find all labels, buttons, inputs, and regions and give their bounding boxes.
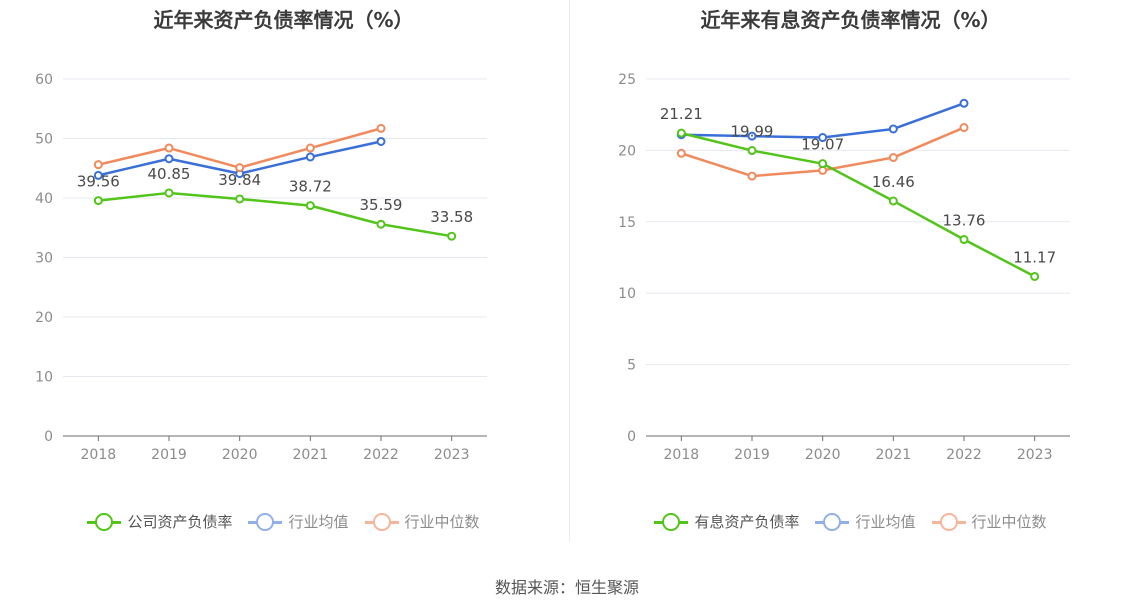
data-source-note: 数据来源：恒生聚源	[494, 578, 639, 597]
data-label: 21.21	[660, 105, 703, 123]
y-tick-label: 10	[35, 370, 53, 386]
y-tick-label: 20	[35, 310, 53, 326]
data-point	[305, 152, 315, 162]
legend-item[interactable]: 公司资产负债率	[87, 511, 232, 532]
data-point	[1030, 271, 1040, 281]
y-tick-label: 10	[618, 286, 636, 302]
y-tick-label: 20	[618, 143, 636, 159]
data-label: 39.56	[77, 173, 120, 191]
legend-label: 行业均值	[288, 513, 349, 531]
data-label: 13.76	[943, 212, 986, 230]
data-point	[959, 235, 969, 245]
data-point	[888, 196, 898, 206]
legend-label: 行业中位数	[971, 513, 1047, 531]
data-point	[305, 143, 315, 153]
y-tick-label: 40	[35, 191, 53, 207]
x-tick-label: 2018	[664, 447, 700, 463]
legend-item[interactable]: 行业均值	[248, 511, 349, 532]
data-point	[93, 160, 103, 170]
data-point	[164, 154, 174, 164]
data-point	[959, 98, 969, 108]
legend-marker-icon	[248, 512, 283, 531]
data-point	[235, 194, 245, 204]
legend-item[interactable]: 行业中位数	[931, 511, 1047, 532]
data-point	[747, 131, 757, 141]
y-tick-label: 0	[44, 429, 53, 445]
data-label: 19.99	[731, 123, 774, 141]
x-tick-label: 2022	[946, 447, 982, 463]
data-label: 35.59	[360, 196, 403, 214]
data-point	[164, 188, 174, 198]
legend-marker-icon	[931, 512, 966, 531]
data-label: 40.85	[148, 165, 191, 183]
legend-marker-icon	[87, 512, 122, 531]
data-point	[376, 123, 386, 133]
legend-label: 行业中位数	[404, 513, 480, 531]
data-point	[818, 133, 828, 143]
data-point	[447, 231, 457, 241]
data-label: 39.84	[218, 171, 261, 189]
chart-panel-interest-bearing-debt-ratio: 近年来有息资产负债率情况（%） 0 5 10 15 20 25 2018 2019 2020 20…	[567, 0, 1134, 560]
panel-divider	[569, 0, 570, 542]
x-tick-label: 2023	[1017, 447, 1053, 463]
legend-item[interactable]: 有息资产负债率	[654, 511, 799, 532]
data-point	[959, 123, 969, 133]
data-point	[747, 146, 757, 156]
x-tick-label: 2020	[805, 447, 841, 463]
chart-legend: 公司资产负债率 行业均值 行业中位数	[0, 511, 567, 532]
data-label: 16.46	[872, 173, 915, 191]
y-tick-label: 60	[35, 72, 53, 88]
data-point	[818, 159, 828, 169]
chart-title: 近年来资产负债率情况（%）	[153, 8, 414, 32]
legend-marker-icon	[815, 512, 850, 531]
legend-item[interactable]: 行业均值	[815, 511, 916, 532]
legend-marker-icon	[654, 512, 689, 531]
data-point	[93, 170, 103, 180]
data-point	[888, 124, 898, 134]
series-line	[681, 102, 965, 139]
x-tick-label: 2019	[734, 447, 770, 463]
y-tick-label: 25	[618, 72, 636, 88]
data-label: 33.58	[430, 208, 473, 226]
data-point	[888, 153, 898, 163]
data-label: 38.72	[289, 178, 332, 196]
data-point	[305, 201, 315, 211]
data-point	[676, 148, 686, 158]
y-tick-label: 0	[627, 429, 636, 445]
data-point	[747, 171, 757, 181]
legend-label: 公司资产负债率	[127, 513, 233, 531]
x-tick-label: 2023	[434, 447, 470, 463]
data-label: 11.17	[1013, 248, 1056, 266]
y-tick-label: 50	[35, 132, 53, 148]
line-chart-debt-ratio: 0 10 20 30 40 50 60 2018 2019 2020 2021 2022 2023 39.…	[35, 72, 487, 463]
data-label: 19.07	[801, 136, 844, 154]
y-tick-label: 15	[618, 215, 636, 231]
x-tick-label: 2020	[222, 447, 258, 463]
series-line	[681, 131, 1036, 278]
legend-label: 行业均值	[855, 513, 916, 531]
chart-panel-debt-ratio: 近年来资产负债率情况（%） 0 10 20 30 40 50 60 2018 2019 2020 2…	[0, 0, 567, 560]
chart-legend: 有息资产负债率 行业均值 行业中位数	[567, 511, 1134, 532]
data-point	[376, 136, 386, 146]
line-chart-interest-bearing-debt-ratio: 0 5 10 15 20 25 2018 2019 2020 2021 2022 2023 21.21 1…	[618, 72, 1070, 463]
x-tick-label: 2021	[876, 447, 912, 463]
legend-item[interactable]: 行业中位数	[364, 511, 480, 532]
y-tick-label: 5	[627, 358, 636, 374]
x-tick-label: 2019	[151, 447, 187, 463]
series-line	[98, 127, 382, 169]
data-point	[376, 219, 386, 229]
legend-marker-icon	[364, 512, 399, 531]
data-point	[676, 128, 686, 138]
x-tick-label: 2022	[363, 447, 399, 463]
x-tick-label: 2021	[293, 447, 329, 463]
data-point	[93, 196, 103, 206]
data-point	[235, 163, 245, 173]
legend-label: 有息资产负债率	[694, 513, 800, 531]
y-tick-label: 30	[35, 251, 53, 267]
chart-title: 近年来有息资产负债率情况（%）	[700, 8, 1001, 32]
x-tick-label: 2018	[81, 447, 117, 463]
data-point	[164, 143, 174, 153]
series-line	[98, 191, 452, 238]
